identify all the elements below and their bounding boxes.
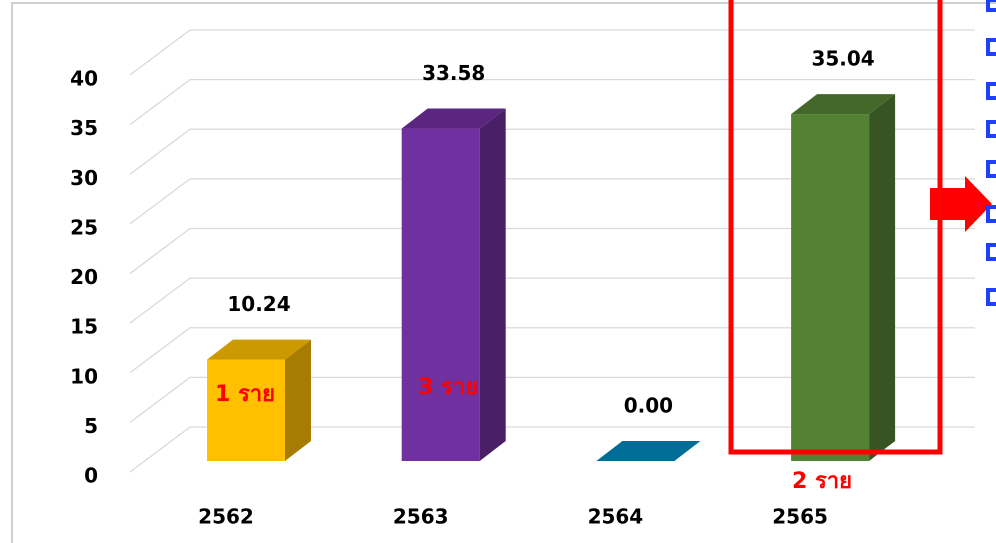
grid-line	[129, 426, 975, 473]
grid-line	[129, 327, 975, 374]
grid	[129, 29, 975, 473]
bar-side	[479, 108, 506, 462]
grid-line	[129, 29, 975, 76]
y-tick-label: 35	[70, 116, 98, 140]
y-tick-label: 25	[70, 215, 98, 239]
y-tick-label: 5	[84, 414, 98, 438]
bar-front	[791, 114, 870, 461]
annotation: 2 ราย	[792, 469, 852, 494]
bar-side	[869, 94, 896, 461]
grid-line	[129, 178, 975, 225]
y-tick-label: 40	[70, 67, 98, 91]
grid-line	[129, 376, 975, 423]
bar-top	[596, 441, 701, 461]
y-tick-label: 15	[70, 315, 98, 339]
bar-front	[207, 359, 285, 461]
x-tick-label: 2564	[588, 505, 644, 529]
bars	[207, 94, 896, 462]
bar-top	[791, 94, 896, 115]
chart-border	[11, 2, 996, 543]
x-tick-label: 2565	[772, 505, 828, 529]
bar-front	[401, 128, 480, 462]
grid-line	[129, 128, 975, 175]
highlight-box	[728, 0, 943, 455]
bar-side	[285, 339, 311, 461]
value-label: 0.00	[624, 394, 673, 418]
y-tick-label: 10	[70, 364, 98, 388]
value-label: 35.04	[811, 47, 874, 71]
y-tick-label: 30	[70, 166, 98, 190]
value-label: 33.58	[422, 61, 485, 85]
x-tick-label: 2562	[198, 505, 254, 529]
arrow	[930, 176, 992, 232]
y-tick-label: 0	[84, 464, 98, 488]
annotation: 1 ราย	[215, 382, 275, 407]
bar	[791, 94, 896, 461]
annotation: 3 ราย	[418, 375, 478, 400]
grid-line	[129, 78, 975, 126]
y-tick-label: 20	[70, 265, 98, 289]
bar	[207, 339, 311, 461]
bar	[401, 108, 506, 462]
legend-fragment	[986, 0, 996, 306]
grid-line	[129, 277, 975, 324]
bar	[596, 441, 701, 461]
bar-top	[401, 108, 506, 129]
bar-top	[207, 339, 311, 360]
x-tick-label: 2563	[393, 505, 449, 529]
grid-line	[129, 227, 975, 275]
value-label: 10.24	[227, 292, 290, 316]
